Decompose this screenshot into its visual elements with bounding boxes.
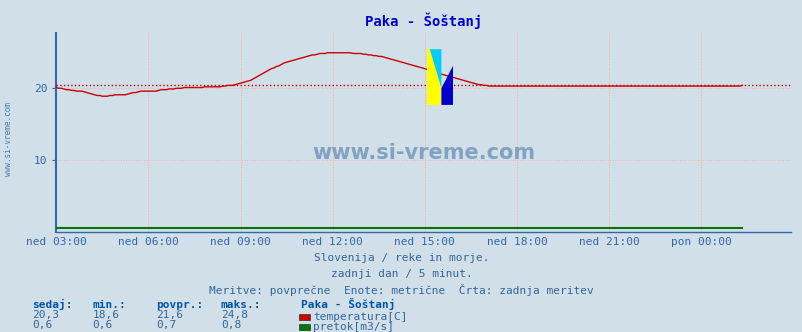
Text: maks.:: maks.: [221, 300, 261, 310]
Text: 0,8: 0,8 [221, 320, 241, 330]
Polygon shape [427, 49, 441, 105]
Text: 0,7: 0,7 [156, 320, 176, 330]
Text: www.si-vreme.com: www.si-vreme.com [312, 143, 534, 163]
Text: 20,3: 20,3 [32, 310, 59, 320]
Text: temperatura[C]: temperatura[C] [313, 312, 407, 322]
Text: Slovenija / reke in morje.: Slovenija / reke in morje. [314, 253, 488, 263]
Polygon shape [429, 49, 441, 88]
Text: 24,8: 24,8 [221, 310, 248, 320]
Text: 0,6: 0,6 [92, 320, 112, 330]
Text: 0,6: 0,6 [32, 320, 52, 330]
Text: 21,6: 21,6 [156, 310, 184, 320]
Text: sedaj:: sedaj: [32, 299, 72, 310]
Text: www.si-vreme.com: www.si-vreme.com [3, 103, 13, 176]
Text: pretok[m3/s]: pretok[m3/s] [313, 322, 394, 332]
Text: Meritve: povprečne  Enote: metrične  Črta: zadnja meritev: Meritve: povprečne Enote: metrične Črta:… [209, 284, 593, 296]
Text: min.:: min.: [92, 300, 126, 310]
Text: 18,6: 18,6 [92, 310, 119, 320]
Text: Paka - Šoštanj: Paka - Šoštanj [301, 298, 395, 310]
Polygon shape [441, 66, 452, 105]
Text: zadnji dan / 5 minut.: zadnji dan / 5 minut. [330, 269, 472, 279]
Text: povpr.:: povpr.: [156, 300, 204, 310]
Title: Paka - Šoštanj: Paka - Šoštanj [364, 13, 482, 29]
